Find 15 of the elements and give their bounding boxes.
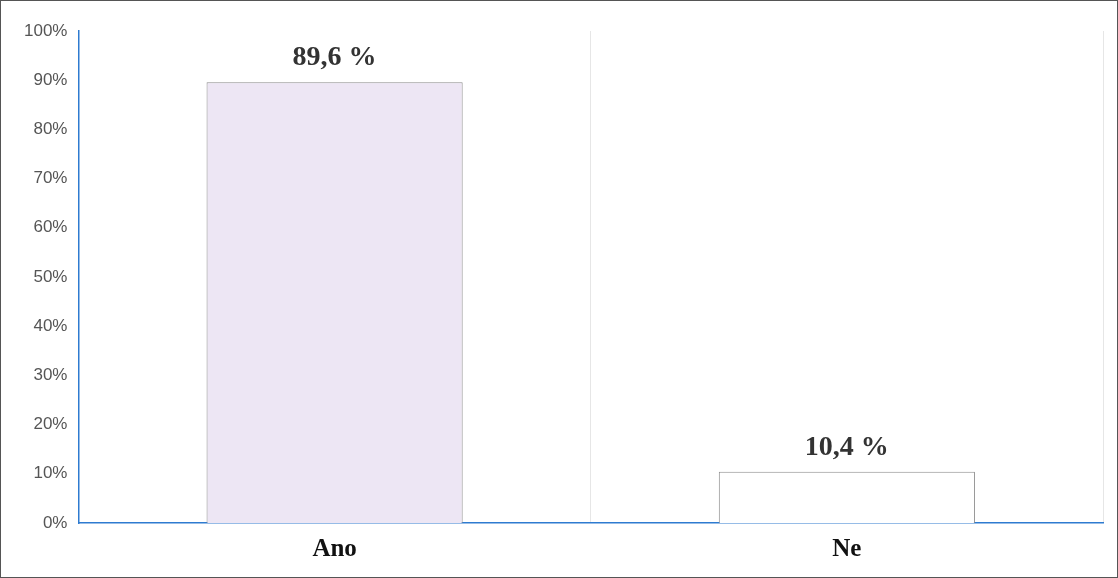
y-tick-label: 10% — [33, 463, 68, 483]
y-tick-label: 30% — [33, 365, 68, 385]
y-tick-label: 90% — [33, 69, 68, 89]
data-label: 10,4 % — [804, 430, 889, 462]
y-tick-label: 50% — [33, 266, 68, 286]
y-tick-label: 100% — [24, 20, 68, 40]
x-tick-label: Ano — [312, 534, 357, 562]
y-tick-label: 20% — [33, 414, 68, 434]
x-tick-label: Ne — [832, 534, 862, 562]
y-tick-label: 60% — [33, 217, 68, 237]
y-tick-label: 70% — [33, 168, 68, 188]
data-label: 89,6 % — [292, 40, 377, 72]
y-tick-label: 0% — [42, 512, 68, 532]
y-tick-label: 80% — [33, 119, 68, 139]
y-tick-label: 40% — [33, 315, 68, 335]
